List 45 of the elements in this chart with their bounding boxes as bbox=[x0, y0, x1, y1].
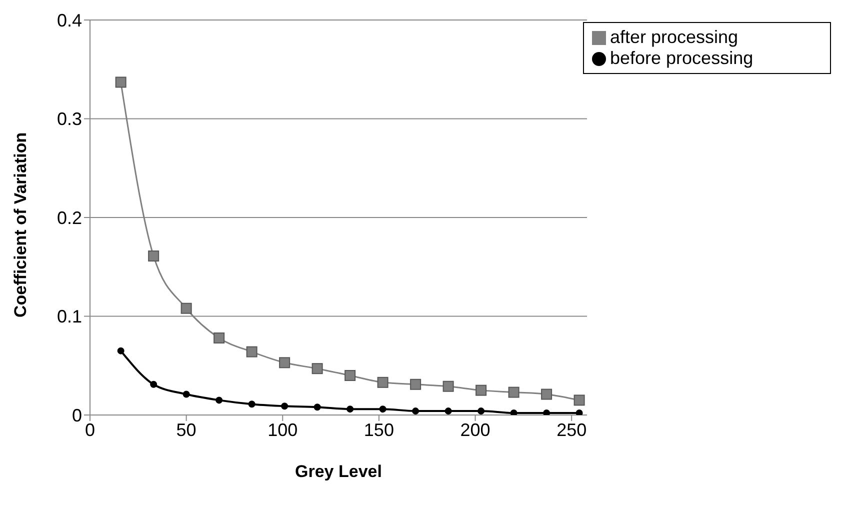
point bbox=[543, 410, 550, 415]
x-tick-label: 0 bbox=[84, 420, 96, 440]
y-axis-title: Coefficient of Variation bbox=[11, 132, 30, 318]
point bbox=[180, 302, 192, 314]
point bbox=[379, 406, 386, 413]
point bbox=[508, 386, 520, 398]
point bbox=[410, 378, 422, 390]
point bbox=[574, 394, 585, 406]
x-axis-title: Grey Level bbox=[295, 462, 382, 481]
x-tick-label: 250 bbox=[556, 420, 587, 440]
point bbox=[476, 384, 487, 396]
point bbox=[377, 376, 388, 388]
point bbox=[279, 357, 290, 368]
y-tick-label: 0.2 bbox=[56, 208, 82, 228]
point bbox=[346, 406, 354, 413]
point bbox=[246, 346, 258, 358]
y-tick-label: 0.4 bbox=[56, 10, 82, 30]
y-tick-label: 0.1 bbox=[56, 306, 82, 327]
y-tick-label: 0.3 bbox=[56, 109, 82, 130]
x-tick-label: 150 bbox=[364, 420, 394, 440]
point bbox=[312, 363, 323, 374]
point bbox=[478, 408, 485, 415]
legend-label: before processing bbox=[610, 48, 754, 68]
point bbox=[115, 76, 126, 88]
x-tick-label: 50 bbox=[176, 420, 196, 440]
point bbox=[150, 380, 158, 388]
legend-label: after processing bbox=[610, 27, 738, 47]
point bbox=[182, 390, 190, 398]
point bbox=[117, 347, 124, 354]
point bbox=[148, 250, 160, 262]
point bbox=[576, 410, 583, 415]
point bbox=[214, 332, 225, 344]
point bbox=[281, 402, 288, 410]
point bbox=[442, 380, 454, 392]
point bbox=[444, 408, 452, 415]
point bbox=[541, 388, 552, 400]
point bbox=[510, 410, 518, 415]
x-tick-label: 100 bbox=[268, 420, 298, 440]
y-tick-label: 0 bbox=[72, 405, 82, 426]
point bbox=[344, 370, 356, 381]
x-tick-label: 200 bbox=[460, 420, 490, 440]
point bbox=[248, 400, 256, 408]
point bbox=[412, 408, 420, 415]
point bbox=[314, 404, 321, 411]
point bbox=[216, 396, 223, 404]
